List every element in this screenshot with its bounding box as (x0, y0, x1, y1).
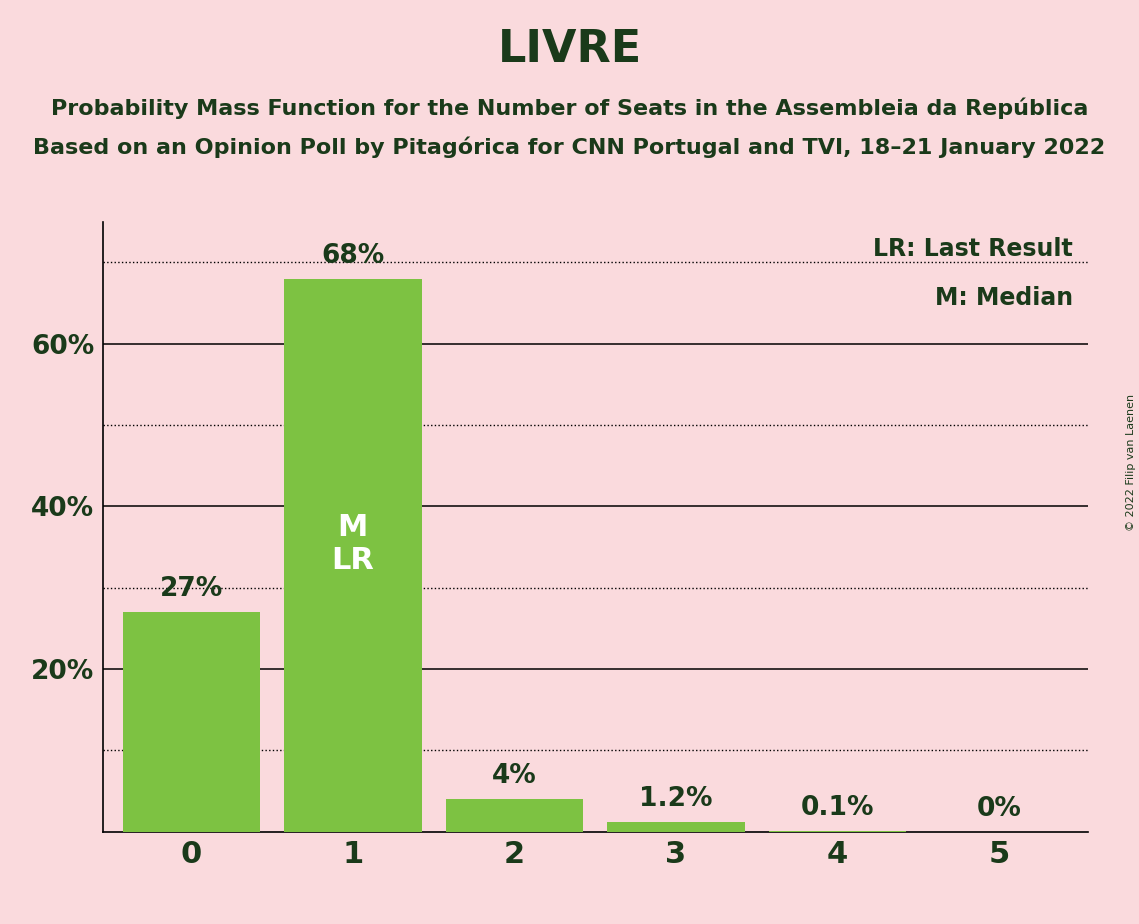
Text: LIVRE: LIVRE (498, 28, 641, 71)
Text: Probability Mass Function for the Number of Seats in the Assembleia da República: Probability Mass Function for the Number… (51, 97, 1088, 118)
Bar (607, 821, 745, 832)
Text: 1.2%: 1.2% (639, 786, 713, 812)
Text: M: Median: M: Median (935, 286, 1073, 310)
Text: 0%: 0% (976, 796, 1022, 821)
Text: LR: Last Result: LR: Last Result (874, 237, 1073, 261)
Text: 0.1%: 0.1% (801, 795, 874, 821)
Text: © 2022 Filip van Laenen: © 2022 Filip van Laenen (1126, 394, 1136, 530)
Text: 27%: 27% (159, 577, 223, 602)
Bar (445, 799, 583, 832)
Text: 68%: 68% (321, 243, 385, 269)
Bar (285, 279, 421, 832)
Text: 4%: 4% (492, 763, 536, 789)
Bar (123, 612, 260, 832)
Text: M
LR: M LR (331, 513, 375, 576)
Text: Based on an Opinion Poll by Pitagórica for CNN Portugal and TVI, 18–21 January 2: Based on an Opinion Poll by Pitagórica f… (33, 137, 1106, 158)
